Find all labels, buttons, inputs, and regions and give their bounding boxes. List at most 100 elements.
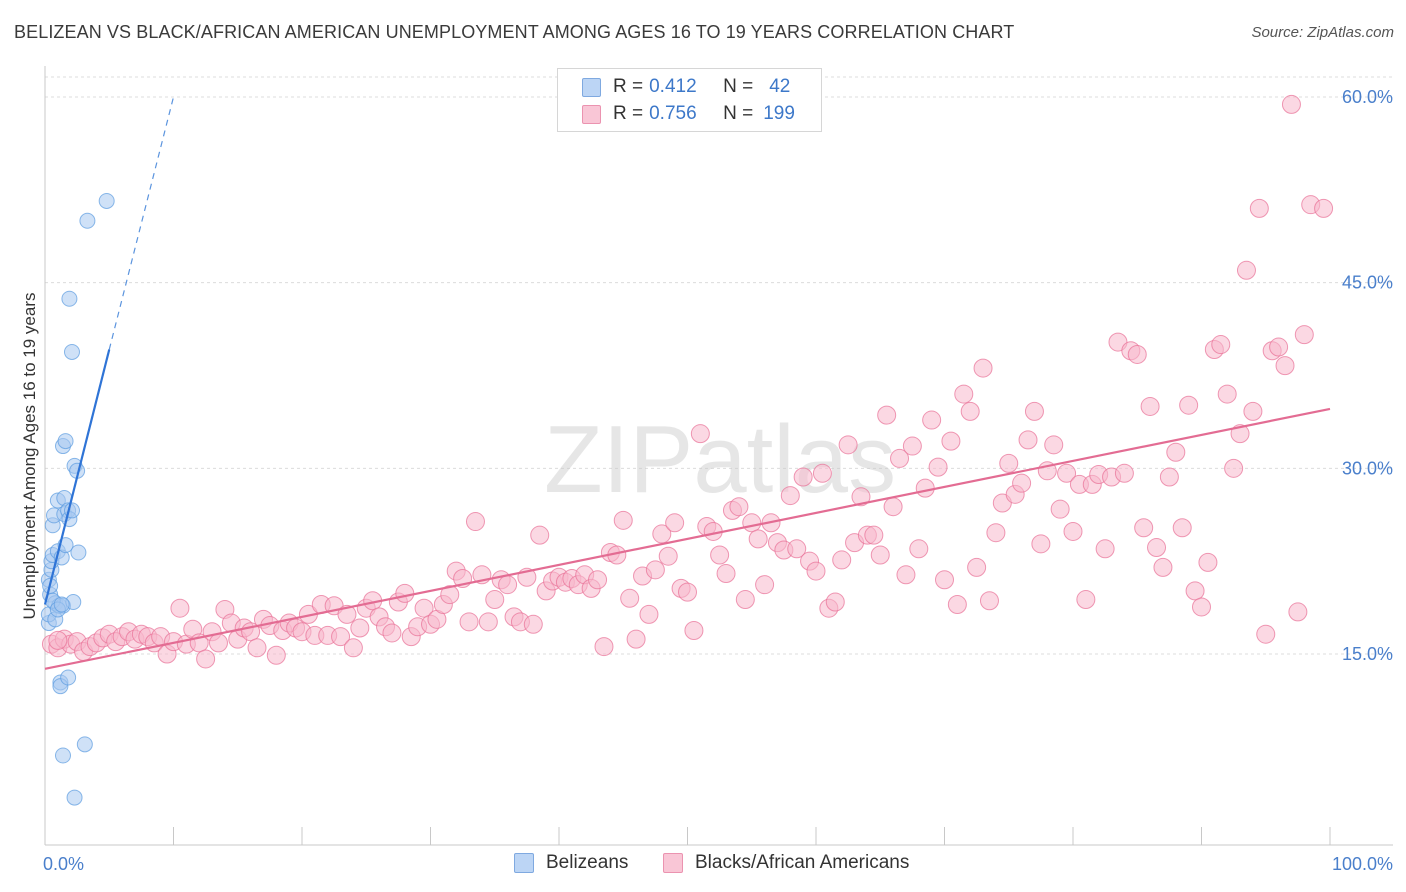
data-point xyxy=(1256,624,1276,644)
data-point xyxy=(735,590,755,610)
data-point xyxy=(1294,325,1314,345)
data-point xyxy=(935,570,954,590)
data-point xyxy=(1217,384,1237,404)
data-point xyxy=(941,431,961,451)
data-point xyxy=(890,448,910,468)
data-point xyxy=(973,358,993,378)
data-point xyxy=(825,592,845,612)
data-point xyxy=(787,539,807,559)
bottom-legend-label-belizeans: Belizeans xyxy=(546,852,629,873)
legend-row-belizeans: R = 0.412 N = 42 xyxy=(582,75,790,99)
data-point xyxy=(1314,198,1334,218)
bottom-legend-label-blacks: Blacks/African Americans xyxy=(695,852,910,873)
data-point xyxy=(1012,473,1032,493)
r-label: R = xyxy=(613,103,644,124)
data-point xyxy=(1050,499,1070,519)
data-point xyxy=(343,638,363,658)
data-point xyxy=(459,612,479,632)
data-point xyxy=(350,618,370,638)
legend-swatch-belizeans xyxy=(582,77,601,97)
data-point xyxy=(645,560,665,580)
data-point xyxy=(208,633,228,653)
data-point xyxy=(883,497,903,517)
data-point xyxy=(1172,518,1192,538)
trend-line-belizeans xyxy=(43,349,111,605)
legend-swatch-blacks xyxy=(582,104,601,124)
data-point xyxy=(690,424,710,444)
data-point xyxy=(395,583,415,603)
data-point xyxy=(967,557,987,577)
y-tick-label: 30.0% xyxy=(1342,458,1393,478)
data-point xyxy=(57,433,74,450)
data-point xyxy=(838,435,858,455)
data-point xyxy=(922,410,942,430)
data-point xyxy=(1211,335,1231,355)
data-point xyxy=(620,588,640,608)
data-point xyxy=(652,524,672,544)
data-point xyxy=(928,457,948,477)
watermark: ZIPatlas xyxy=(544,406,896,513)
data-point xyxy=(1249,198,1269,218)
data-point xyxy=(1159,467,1179,487)
data-point xyxy=(960,401,980,421)
axes xyxy=(44,66,1393,846)
data-point xyxy=(806,561,826,581)
data-point xyxy=(1230,424,1250,444)
data-point xyxy=(1044,435,1064,455)
data-point xyxy=(1057,463,1077,483)
bottom-legend-belizeans: Belizeans xyxy=(514,852,628,874)
data-point xyxy=(485,590,505,610)
data-point xyxy=(716,564,736,584)
x-tick-label: 0.0% xyxy=(43,854,84,874)
data-point xyxy=(63,343,80,360)
r-value-belizeans: 0.412 xyxy=(649,76,697,97)
data-point xyxy=(196,649,216,669)
data-point xyxy=(678,582,697,602)
y-tick-label: 45.0% xyxy=(1342,273,1393,293)
n-value-belizeans: 42 xyxy=(769,76,791,97)
data-point xyxy=(1281,94,1301,114)
data-point xyxy=(684,620,704,640)
data-point xyxy=(909,539,929,559)
data-point xyxy=(729,497,749,517)
data-point xyxy=(465,512,485,532)
data-point xyxy=(1224,458,1244,478)
data-point xyxy=(1031,534,1051,554)
r-label: R = xyxy=(613,76,644,97)
data-point xyxy=(1185,581,1205,601)
data-point xyxy=(382,623,402,643)
data-point xyxy=(999,453,1019,473)
data-point xyxy=(870,545,890,565)
data-point xyxy=(1198,552,1218,572)
data-point xyxy=(54,747,71,764)
n-label: N = xyxy=(723,103,754,124)
y-tick-label: 15.0% xyxy=(1342,644,1393,664)
data-point xyxy=(947,594,967,614)
data-point xyxy=(902,436,922,456)
data-point xyxy=(748,529,768,549)
bottom-legend-swatch-belizeans xyxy=(514,853,534,873)
data-point xyxy=(1063,521,1083,541)
data-point xyxy=(331,627,351,647)
data-point xyxy=(1288,602,1308,622)
data-point xyxy=(588,570,608,590)
data-point xyxy=(864,525,884,545)
data-point xyxy=(70,544,87,561)
trend-line-belizeans-extension xyxy=(108,96,175,350)
data-point xyxy=(1243,401,1263,421)
legend-row-blacks: R = 0.756 N = 199 xyxy=(582,102,795,126)
series-blacks-african-americans xyxy=(41,94,1334,669)
data-point xyxy=(61,290,78,307)
data-point xyxy=(896,565,916,585)
stats-legend: R = 0.412 N = 42 R = 0.756 N = 199 xyxy=(557,68,822,132)
data-point xyxy=(1275,356,1295,376)
n-value-blacks: 199 xyxy=(763,103,795,124)
x-tick-labels: 0.0% 100.0% xyxy=(43,854,1393,874)
data-point xyxy=(1236,260,1256,280)
data-point xyxy=(915,478,935,498)
data-point xyxy=(60,669,77,686)
data-point xyxy=(414,598,434,618)
data-point xyxy=(1179,395,1199,415)
data-point xyxy=(832,550,852,570)
